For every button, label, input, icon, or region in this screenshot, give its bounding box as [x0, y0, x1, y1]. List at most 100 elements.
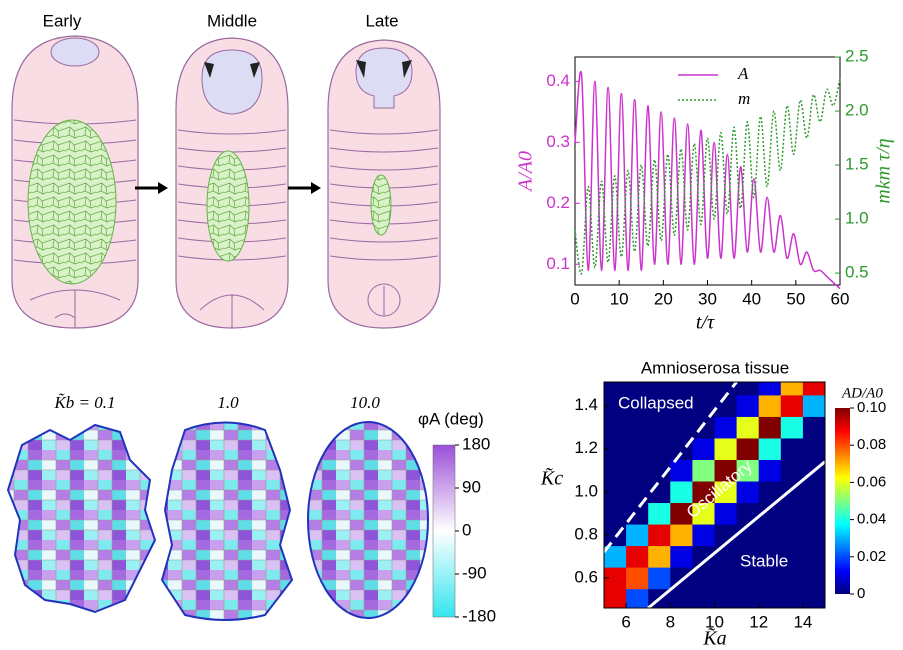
heatmap-cell [626, 437, 649, 460]
heatmap-cell [692, 502, 715, 525]
series-line [574, 78, 841, 275]
heatmap-cell [648, 437, 671, 460]
heatmap-cell [692, 416, 715, 439]
heatmap-cell [736, 394, 760, 417]
heatmap-cell [780, 545, 804, 568]
heatmap-cell [692, 588, 715, 608]
heatmap-cell [604, 567, 627, 590]
x-tick-label: 14 [793, 612, 812, 631]
heatmap-cell [780, 437, 804, 460]
heatmap-cell [670, 382, 693, 396]
heatmap-cell [670, 524, 693, 547]
y-tick-label: 0.2 [546, 193, 570, 212]
heatmap-cell [802, 481, 825, 504]
embryo-early [11, 35, 139, 329]
colorbar [835, 408, 850, 594]
plot-frame [574, 56, 841, 286]
heatmap-cell [604, 545, 627, 568]
x-tick-label: 12 [749, 612, 768, 631]
y-axis-label: K̃c [540, 466, 563, 489]
y2-tick-label: 1.0 [845, 209, 869, 228]
heatmap-cell [670, 481, 693, 504]
heatmap-cell [670, 545, 693, 568]
boundary-line [604, 382, 738, 553]
heatmap-cell [626, 524, 649, 547]
heatmap-cell [648, 416, 671, 439]
colorbar-tick-label: 0.02 [857, 548, 886, 565]
x-tick-label: 10 [610, 289, 629, 308]
heatmap-cell [780, 524, 804, 547]
heatmap-cell [714, 382, 738, 396]
heatmap-cell [604, 459, 627, 482]
heatmap-cell [692, 481, 715, 504]
heatmap-cell [736, 459, 760, 482]
heatmap-cell [736, 502, 760, 525]
colorbar-label: AD/A0 [841, 385, 883, 401]
heatmap-cell [714, 481, 738, 504]
x-tick-label: 40 [742, 289, 761, 308]
heatmap-cell [736, 545, 760, 568]
x-tick-label: 60 [831, 289, 850, 308]
heatmap-cell [604, 382, 627, 396]
colorbar-tick-label: 0.08 [857, 436, 886, 453]
heatmap-cell [780, 502, 804, 525]
y-tick-label: 0.8 [574, 524, 598, 543]
x-tick-label: 6 [621, 612, 630, 631]
heatmap-cell [758, 567, 782, 590]
heatmap-cell [780, 588, 804, 608]
heatmap-cell [648, 567, 671, 590]
heatmap-cell [692, 545, 715, 568]
heatmap-cell [670, 502, 693, 525]
cell-panel-label: 1.0 [217, 393, 239, 412]
heatmap-cell [736, 416, 760, 439]
heatmap-cell [758, 588, 782, 608]
cell-blob [6, 423, 157, 614]
heatmap-cell [758, 502, 782, 525]
heatmap-cell [626, 588, 649, 608]
x-axis-label: t/τ [696, 312, 715, 334]
y-tick-label: 0.6 [574, 567, 598, 586]
series-line [574, 71, 841, 290]
heatmap-cell [626, 502, 649, 525]
legend-label: m [738, 89, 750, 108]
heatmap-cell [714, 394, 738, 417]
heatmap-cell [736, 567, 760, 590]
heatmap-cell [758, 437, 782, 460]
heatmap-cell [692, 382, 715, 396]
y2-tick-label: 2.5 [845, 46, 869, 65]
heatmap-cell [670, 394, 693, 417]
heatmap-cell [714, 416, 738, 439]
heatmap-cell [648, 502, 671, 525]
heatmap-cell [692, 394, 715, 417]
heatmap-cell [692, 437, 715, 460]
heatmap-cell [780, 382, 804, 396]
colorbar-tick-label: 0 [857, 585, 865, 602]
y-tick-label: 1.4 [574, 395, 598, 414]
y-tick-label: 0.3 [546, 132, 570, 151]
region-label: Stable [740, 551, 788, 570]
legend-label: A [737, 64, 749, 83]
heatmap-cell [758, 481, 782, 504]
y-tick-label: 0.4 [546, 71, 570, 90]
heatmap-cell [758, 416, 782, 439]
x-tick-label: 50 [786, 289, 805, 308]
cell-blob [307, 421, 429, 619]
heatmap-cell [604, 437, 627, 460]
heatmap-cell [648, 545, 671, 568]
y-axis-label: A/A0 [515, 151, 537, 193]
heatmap-cell [626, 382, 649, 396]
heatmap-cell [648, 524, 671, 547]
heatmap-cell [736, 382, 760, 396]
embryo-late [327, 39, 441, 329]
stage-label: Middle [207, 11, 257, 30]
colorbar-tick-label: 0.06 [857, 473, 886, 490]
heatmap-cell [780, 567, 804, 590]
colorbar-tick-label: 180 [462, 434, 490, 453]
heatmap-cell [802, 382, 825, 396]
heatmap-cell [714, 545, 738, 568]
heatmap-cell [780, 416, 804, 439]
y-tick-label: 0.1 [546, 254, 570, 273]
heatmap-cell [758, 382, 782, 396]
heatmap-cell [692, 567, 715, 590]
